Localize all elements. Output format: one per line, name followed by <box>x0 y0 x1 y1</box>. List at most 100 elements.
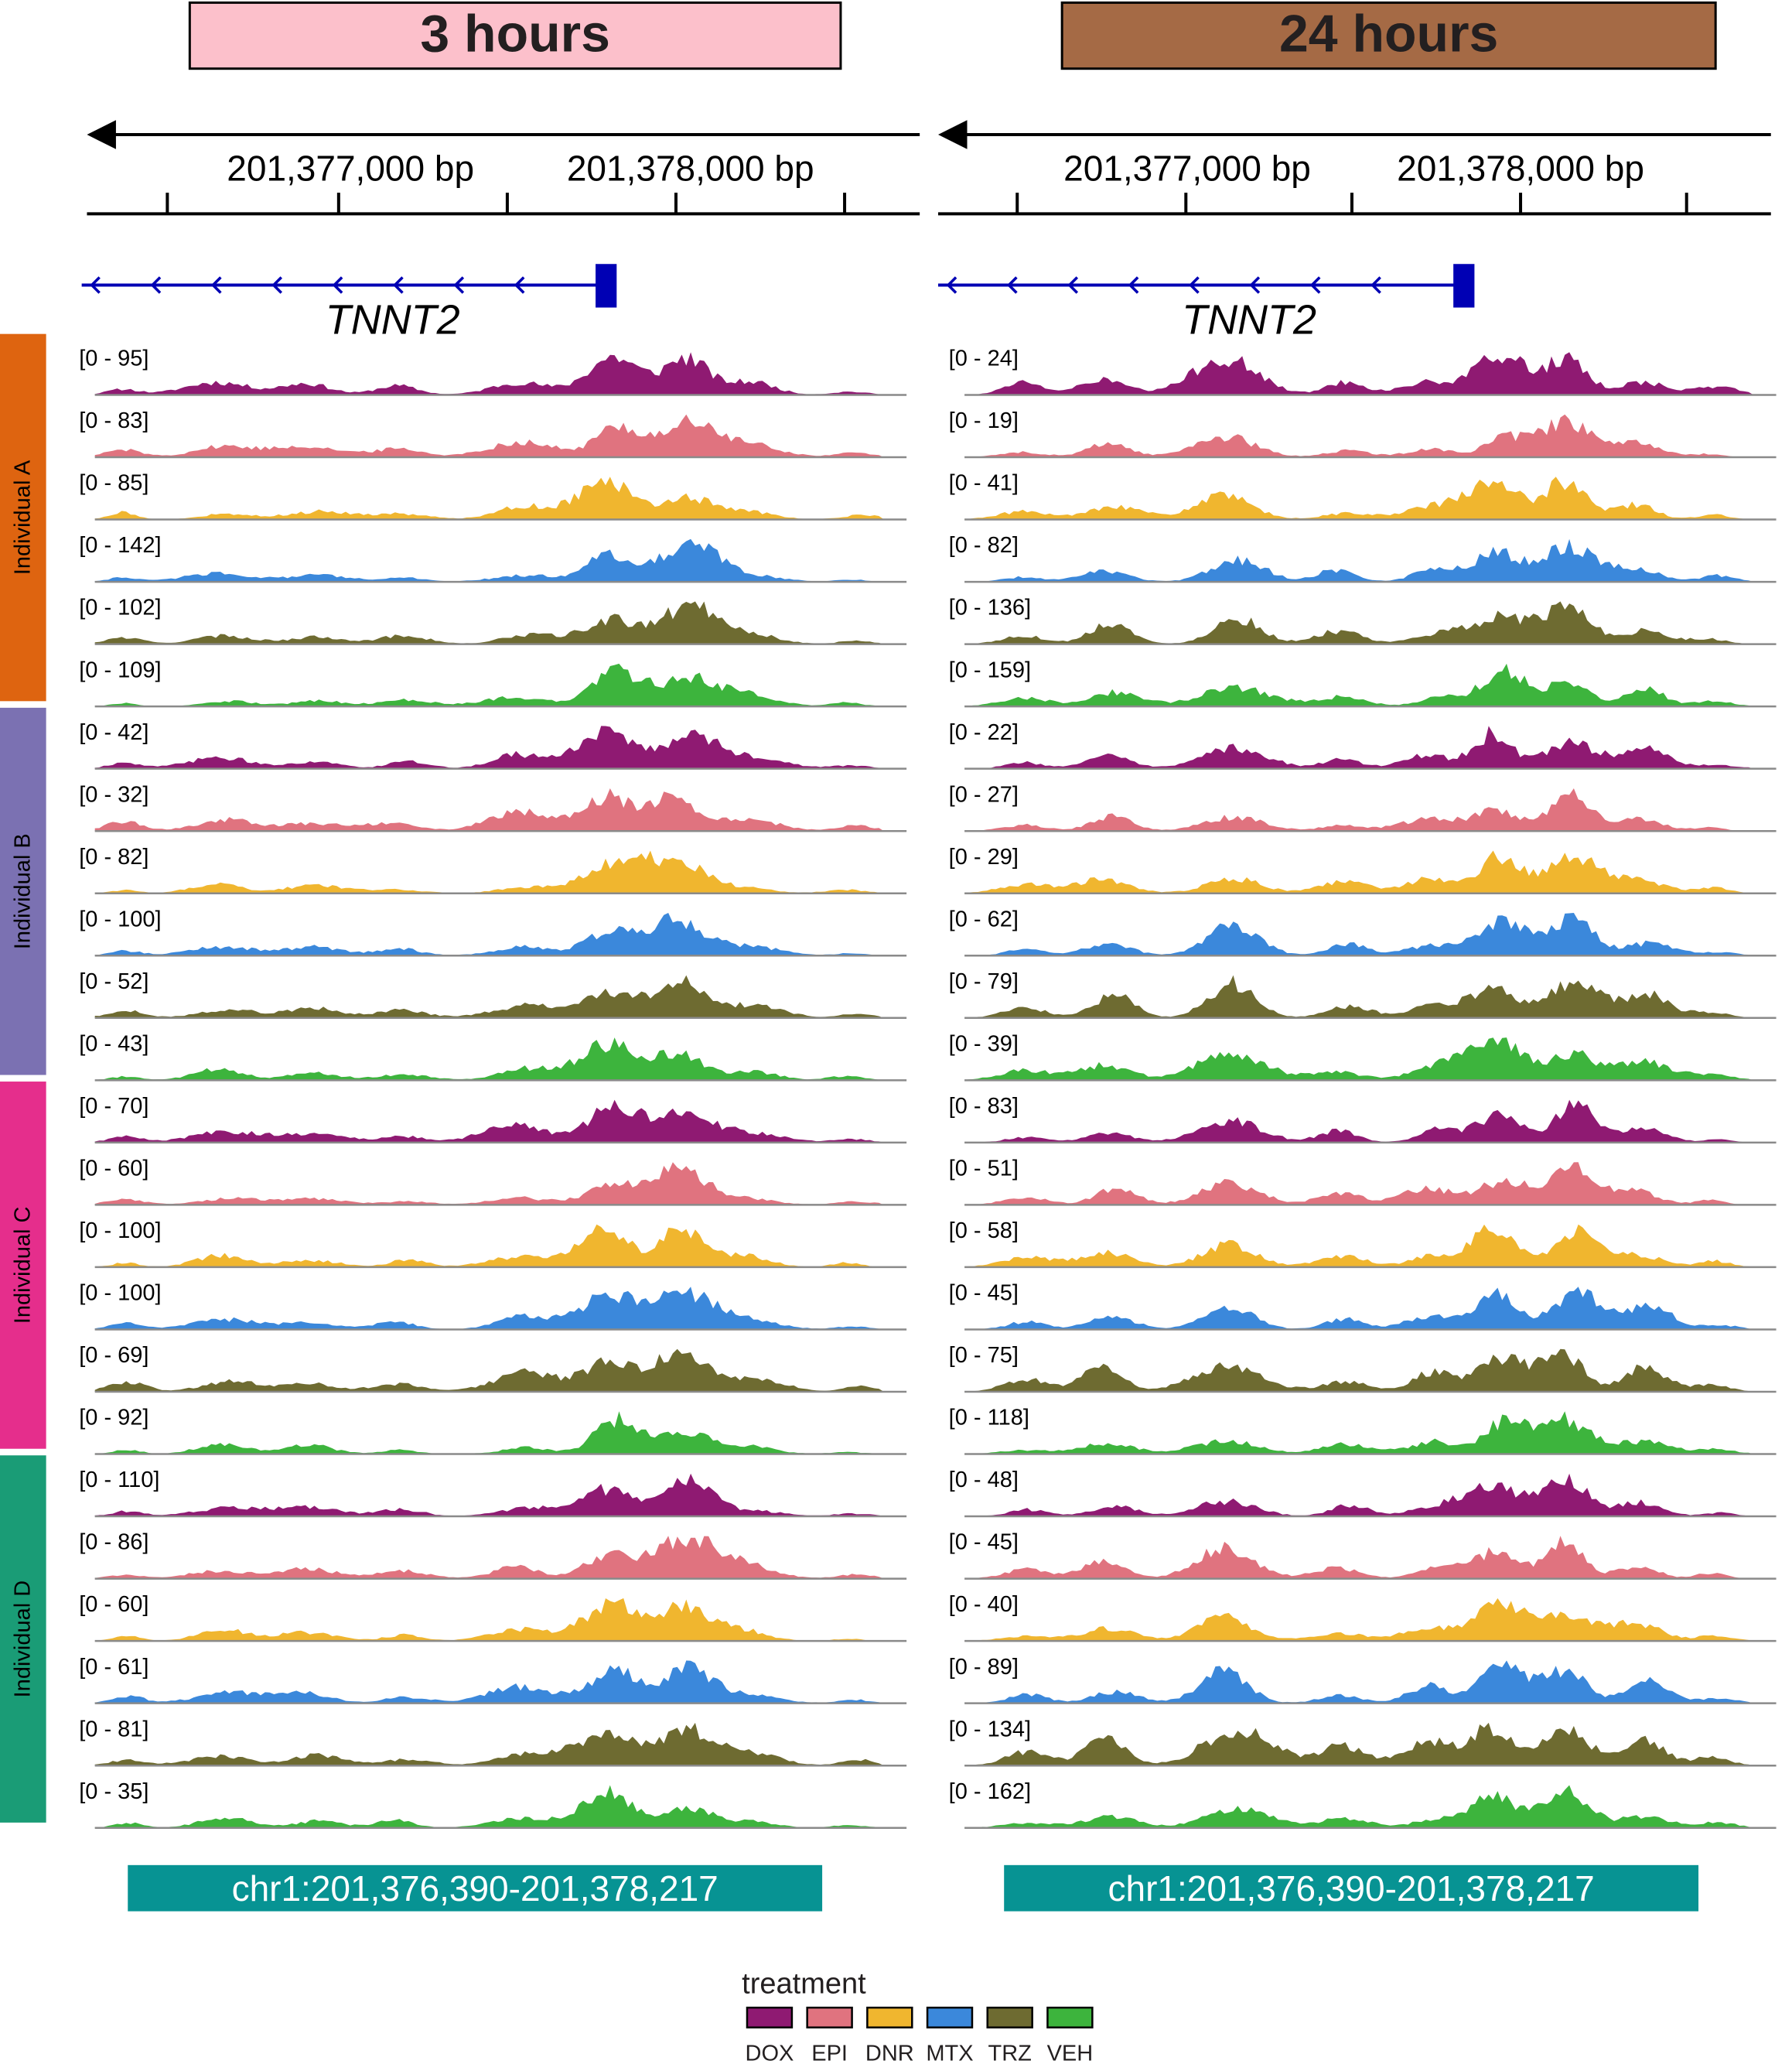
coverage-area-1-11 <box>964 1037 1771 1081</box>
coverage-area-1-3 <box>964 538 1771 583</box>
track-range-label-0-22: [0 - 81] <box>79 1717 148 1741</box>
legend-label-0: DOX <box>746 2041 794 2066</box>
locus-label-1: chr1:201,376,390-201,378,217 <box>1108 1868 1595 1909</box>
locus-box-0 <box>128 1864 823 1912</box>
legend-swatch-4 <box>986 2006 1033 2028</box>
track-range-label-0-23: [0 - 35] <box>79 1779 148 1804</box>
coverage-area-1-2 <box>964 477 1771 520</box>
legend-swatch-2 <box>866 2006 913 2028</box>
track-range-label-0-7: [0 - 32] <box>79 782 148 807</box>
coverage-area-0-16 <box>94 1348 902 1392</box>
locus-label-0: chr1:201,376,390-201,378,217 <box>232 1868 719 1909</box>
track-range-label-1-12: [0 - 83] <box>949 1094 1019 1119</box>
coverage-area-0-23 <box>94 1785 902 1828</box>
individual-label-0: Individual A <box>10 460 35 575</box>
track-range-label-1-8: [0 - 29] <box>949 845 1019 870</box>
legend-label-5: VEH <box>1047 2041 1094 2066</box>
track-range-label-0-9: [0 - 100] <box>79 907 161 931</box>
track-range-label-0-2: [0 - 85] <box>79 471 148 496</box>
legend-swatch-3 <box>926 2006 974 2028</box>
legend-label-4: TRZ <box>988 2041 1032 2066</box>
track-range-label-0-4: [0 - 102] <box>79 596 161 620</box>
individual-bar-0 <box>0 333 46 702</box>
track-range-label-1-3: [0 - 82] <box>949 533 1019 558</box>
track-range-label-1-10: [0 - 79] <box>949 969 1019 994</box>
track-range-label-0-19: [0 - 86] <box>79 1530 148 1555</box>
panel-1: 24 hours 201,377,000 bp 201,378,000 bp TNNT… <box>938 1 1777 1912</box>
coverage-area-1-23 <box>964 1785 1771 1828</box>
track-range-label-1-6: [0 - 22] <box>949 720 1019 745</box>
coverage-area-1-13 <box>964 1162 1771 1205</box>
track-range-label-1-11: [0 - 39] <box>949 1031 1019 1056</box>
track-range-label-1-0: [0 - 24] <box>949 347 1019 371</box>
panel-title-0: 3 hours <box>420 5 610 63</box>
coverage-area-1-10 <box>964 975 1771 1018</box>
track-range-label-1-4: [0 - 136] <box>949 596 1031 620</box>
coverage-area-0-0 <box>94 352 902 395</box>
track-range-label-1-2: [0 - 41] <box>949 471 1019 496</box>
coverage-area-1-1 <box>964 414 1771 457</box>
legend-label-3: MTX <box>926 2041 973 2066</box>
coverage-area-1-6 <box>964 726 1771 769</box>
coverage-area-1-7 <box>964 788 1771 832</box>
track-range-label-0-18: [0 - 110] <box>79 1468 159 1492</box>
individual-bar-1 <box>0 707 46 1075</box>
track-range-label-0-12: [0 - 70] <box>79 1094 148 1119</box>
coverage-area-0-21 <box>94 1660 902 1704</box>
track-range-label-0-15: [0 - 100] <box>79 1281 161 1306</box>
coverage-area-1-5 <box>964 663 1771 707</box>
gene-exon-1 <box>1453 264 1475 308</box>
individual-label-1: Individual B <box>10 833 35 949</box>
track-range-label-0-6: [0 - 42] <box>79 720 148 745</box>
coverage-area-1-15 <box>964 1287 1771 1330</box>
coverage-area-1-18 <box>964 1473 1771 1517</box>
individual-label-3: Individual D <box>10 1581 35 1698</box>
panel-0: 3 hours 201,377,000 bp 201,378,000 bp TNNT2… <box>79 1 920 1912</box>
tick-label-0-0: 201,377,000 bp <box>227 149 474 189</box>
coverage-area-1-17 <box>964 1411 1771 1454</box>
coverage-area-0-20 <box>94 1598 902 1642</box>
track-range-label-1-19: [0 - 45] <box>949 1530 1019 1555</box>
strand-chevron-1-2 <box>1067 276 1079 294</box>
strand-arrow-head-1 <box>938 120 968 149</box>
coverage-area-1-21 <box>964 1660 1771 1704</box>
gene-label-1: TNNT2 <box>1182 297 1316 343</box>
track-range-label-0-11: [0 - 43] <box>79 1031 148 1056</box>
panel-header-box-1 <box>1060 1 1717 70</box>
strand-chevron-0-3 <box>271 276 283 294</box>
coverage-area-1-22 <box>964 1722 1771 1766</box>
track-range-label-1-16: [0 - 75] <box>949 1343 1019 1368</box>
coverage-area-0-15 <box>94 1287 902 1330</box>
panel-header-box-0 <box>188 1 842 70</box>
coverage-area-0-10 <box>94 975 902 1018</box>
strand-arrow-head-0 <box>87 120 116 149</box>
strand-chevron-1-1 <box>1006 276 1018 294</box>
panel-title-1: 24 hours <box>1279 5 1498 63</box>
strand-chevron-1-6 <box>1309 276 1321 294</box>
strand-chevron-0-0 <box>90 276 101 294</box>
track-range-label-0-14: [0 - 100] <box>79 1218 161 1243</box>
coverage-area-0-18 <box>94 1473 902 1517</box>
coverage-area-0-7 <box>94 788 902 832</box>
track-range-label-1-20: [0 - 40] <box>949 1592 1019 1617</box>
coverage-area-1-9 <box>964 913 1771 956</box>
coverage-area-1-16 <box>964 1348 1771 1392</box>
coverage-area-1-0 <box>964 352 1771 395</box>
strand-chevron-1-5 <box>1249 276 1261 294</box>
track-range-label-1-21: [0 - 89] <box>949 1655 1019 1680</box>
track-range-label-1-18: [0 - 48] <box>949 1468 1019 1492</box>
coverage-area-0-2 <box>94 477 902 520</box>
coverage-area-0-13 <box>94 1162 902 1205</box>
coverage-area-1-8 <box>964 850 1771 894</box>
legend-swatch-5 <box>1046 2006 1094 2028</box>
track-range-label-0-5: [0 - 109] <box>79 658 161 682</box>
coverage-area-0-17 <box>94 1411 902 1454</box>
coverage-area-0-9 <box>94 913 902 956</box>
strand-chevron-0-2 <box>210 276 222 294</box>
gene-label-0: TNNT2 <box>326 297 460 343</box>
track-range-label-1-15: [0 - 45] <box>949 1281 1019 1306</box>
gene-exon-0 <box>596 264 617 308</box>
track-range-label-1-23: [0 - 162] <box>949 1779 1031 1804</box>
strand-chevron-0-5 <box>393 276 404 294</box>
coverage-area-0-8 <box>94 850 902 894</box>
